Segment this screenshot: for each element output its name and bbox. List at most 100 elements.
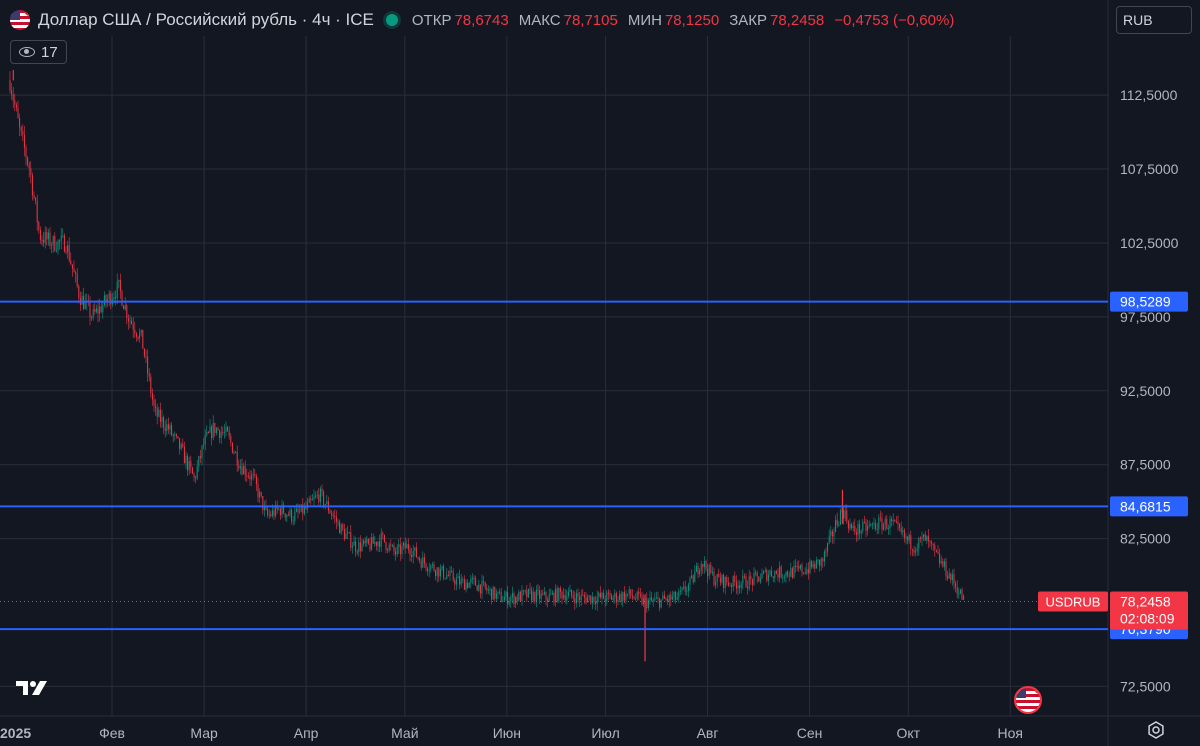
candle-body: [270, 514, 272, 516]
candle-body: [415, 547, 417, 558]
candle-body: [455, 578, 457, 585]
candle-body: [667, 599, 669, 602]
candle-body: [399, 544, 401, 555]
candle-body: [775, 571, 777, 574]
y-tick-label: 92,5000: [1120, 383, 1171, 399]
candle-body: [255, 475, 257, 485]
candle-body: [895, 521, 897, 523]
candle-body: [171, 425, 173, 435]
candle-body: [641, 595, 643, 605]
candle-body: [209, 426, 211, 433]
candle-body: [767, 574, 769, 581]
candle-body: [113, 297, 115, 300]
candle-body: [662, 595, 664, 600]
candle-body: [643, 598, 645, 605]
candle-body: [531, 589, 533, 601]
tradingview-logo-icon[interactable]: [14, 678, 54, 698]
candle-body: [473, 577, 475, 579]
symbol-header: Доллар США / Российский рубль · 4ч · ICE…: [10, 8, 964, 32]
candle-body: [619, 593, 621, 600]
candle-body: [225, 427, 227, 432]
candle-body: [862, 521, 864, 531]
candle-body: [310, 498, 312, 501]
candle-body: [958, 593, 960, 595]
candle-body: [715, 582, 717, 586]
candle-body: [38, 222, 40, 230]
candle-body: [836, 519, 838, 526]
candle-body: [451, 570, 453, 572]
x-tick-label: Окт: [896, 725, 920, 741]
currency-selector[interactable]: RUB: [1116, 6, 1192, 34]
candle-body: [439, 568, 441, 577]
candle-body: [675, 591, 677, 600]
eye-icon: [19, 47, 35, 57]
candle-body: [137, 336, 139, 339]
candle-body: [863, 521, 865, 523]
candle-body: [683, 586, 685, 588]
x-tick-label: 2025: [0, 725, 31, 741]
candle-body: [540, 593, 542, 599]
candle-body: [521, 590, 523, 602]
candle-body: [67, 245, 69, 253]
candle-body: [326, 501, 328, 505]
candle-body: [27, 157, 29, 165]
candle-body: [140, 329, 142, 334]
candle-body: [953, 574, 955, 584]
candle-body: [651, 597, 653, 601]
candle-body: [195, 477, 197, 479]
open-label: ОТКР: [411, 11, 452, 29]
candle-body: [747, 587, 749, 589]
candle-body: [123, 305, 125, 310]
candle-body: [534, 591, 536, 602]
candle-body: [918, 537, 920, 549]
candle-body: [223, 431, 225, 433]
x-tick-label: Фев: [99, 725, 125, 741]
candle-body: [787, 571, 789, 576]
candle-body: [150, 376, 152, 394]
candle-body: [617, 599, 619, 603]
candle-body: [316, 494, 318, 496]
candle-body: [689, 577, 691, 585]
candle-body: [852, 525, 854, 529]
candle-body: [591, 596, 593, 604]
candle-body: [660, 599, 662, 608]
candle-body: [547, 599, 549, 602]
candle-body: [915, 551, 917, 553]
candle-body: [647, 600, 649, 609]
candle-body: [377, 541, 379, 546]
candle-body: [49, 232, 51, 246]
candle-body: [318, 494, 320, 503]
candle-body: [871, 523, 873, 525]
candle-body: [75, 272, 77, 274]
candle-body: [452, 571, 454, 581]
candle-body: [670, 594, 672, 600]
candle-body: [639, 594, 641, 596]
candle-body: [799, 565, 801, 569]
candle-body: [828, 535, 830, 543]
candle-body: [515, 596, 517, 604]
candle-body: [22, 131, 24, 135]
candle-body: [796, 565, 798, 567]
candle-body: [427, 568, 429, 571]
candle-body: [177, 436, 179, 439]
symbol-title[interactable]: Доллар США / Российский рубль · 4ч · ICE: [38, 10, 374, 29]
low-label: МИН: [627, 11, 662, 29]
candle-body: [881, 518, 883, 530]
candle-body: [614, 593, 616, 598]
candle-body: [740, 583, 742, 588]
candle-body: [435, 570, 437, 576]
candle-body: [115, 297, 117, 299]
x-tick-label: Сен: [797, 725, 823, 741]
candle-body: [73, 268, 75, 273]
indicators-toggle-button[interactable]: 17: [10, 40, 67, 64]
candle-body: [497, 591, 499, 594]
candle-body: [259, 491, 261, 498]
currency-flag-icon[interactable]: [1014, 686, 1042, 714]
candle-body: [879, 517, 881, 519]
candle-body: [947, 576, 949, 579]
candle-body: [539, 590, 541, 599]
candle-body: [156, 407, 158, 417]
candle-body: [335, 516, 337, 522]
settings-gear-icon[interactable]: [1146, 720, 1166, 740]
